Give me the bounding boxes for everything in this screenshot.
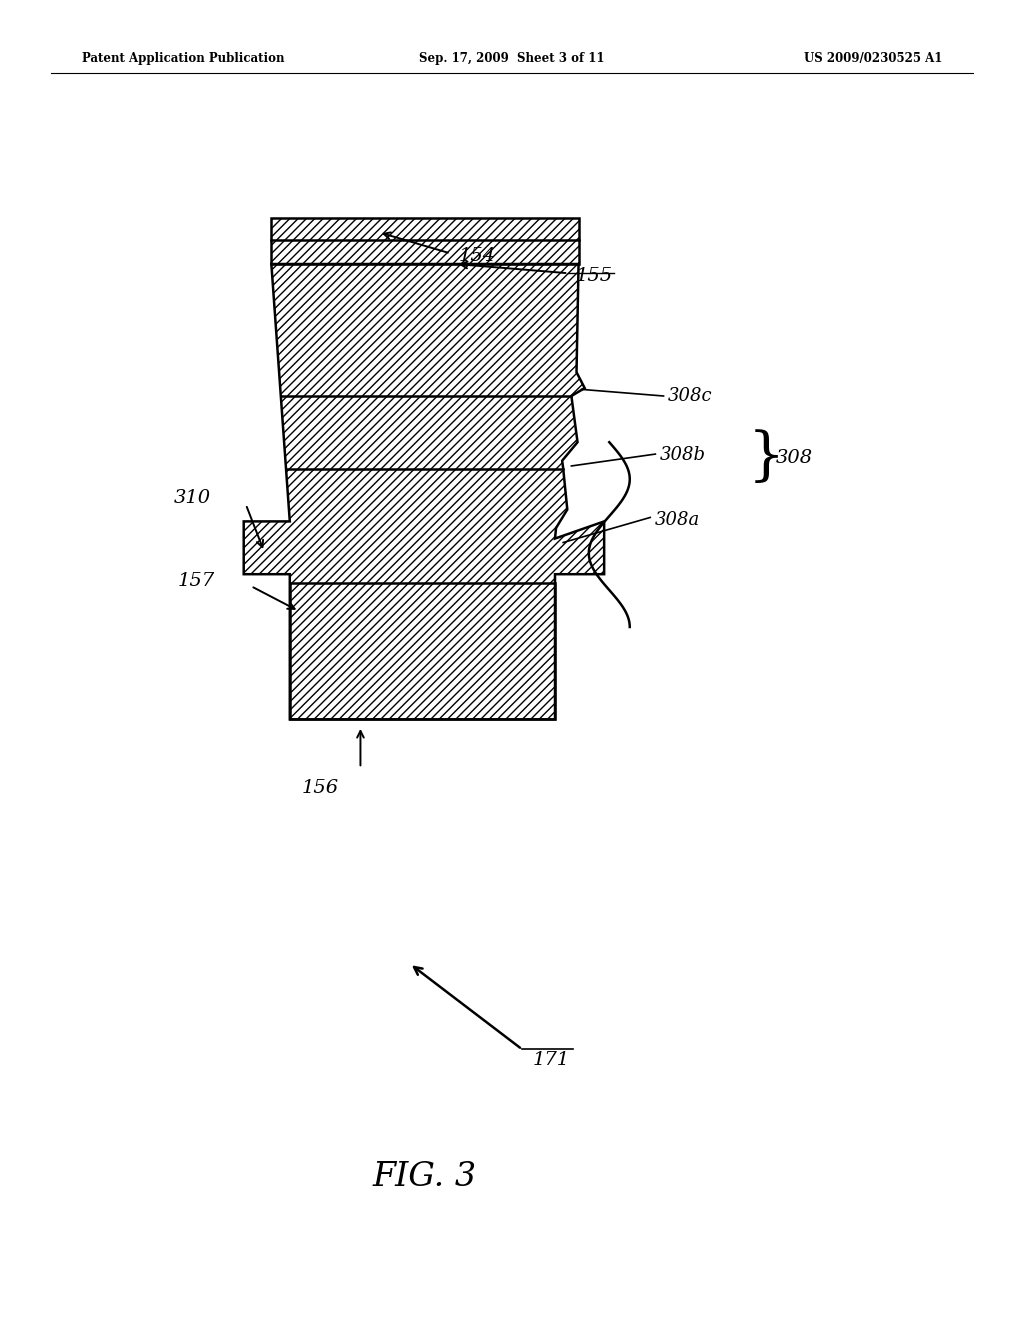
Polygon shape <box>271 218 579 240</box>
Text: 308: 308 <box>776 449 813 467</box>
Text: Sep. 17, 2009  Sheet 3 of 11: Sep. 17, 2009 Sheet 3 of 11 <box>419 51 605 65</box>
Text: 157: 157 <box>177 572 214 590</box>
Text: 308b: 308b <box>659 446 706 465</box>
Text: FIG. 3: FIG. 3 <box>373 1162 477 1193</box>
Polygon shape <box>244 264 604 719</box>
Text: 154: 154 <box>459 247 496 265</box>
Text: 308c: 308c <box>668 387 713 405</box>
Text: }: } <box>748 430 784 486</box>
Text: 308a: 308a <box>654 511 699 529</box>
Polygon shape <box>290 583 555 719</box>
Text: 156: 156 <box>302 779 339 797</box>
Text: Patent Application Publication: Patent Application Publication <box>82 51 285 65</box>
Text: 310: 310 <box>174 488 211 507</box>
Text: 155: 155 <box>575 267 612 285</box>
Text: US 2009/0230525 A1: US 2009/0230525 A1 <box>804 51 942 65</box>
Polygon shape <box>271 240 579 264</box>
Text: 171: 171 <box>532 1051 569 1069</box>
